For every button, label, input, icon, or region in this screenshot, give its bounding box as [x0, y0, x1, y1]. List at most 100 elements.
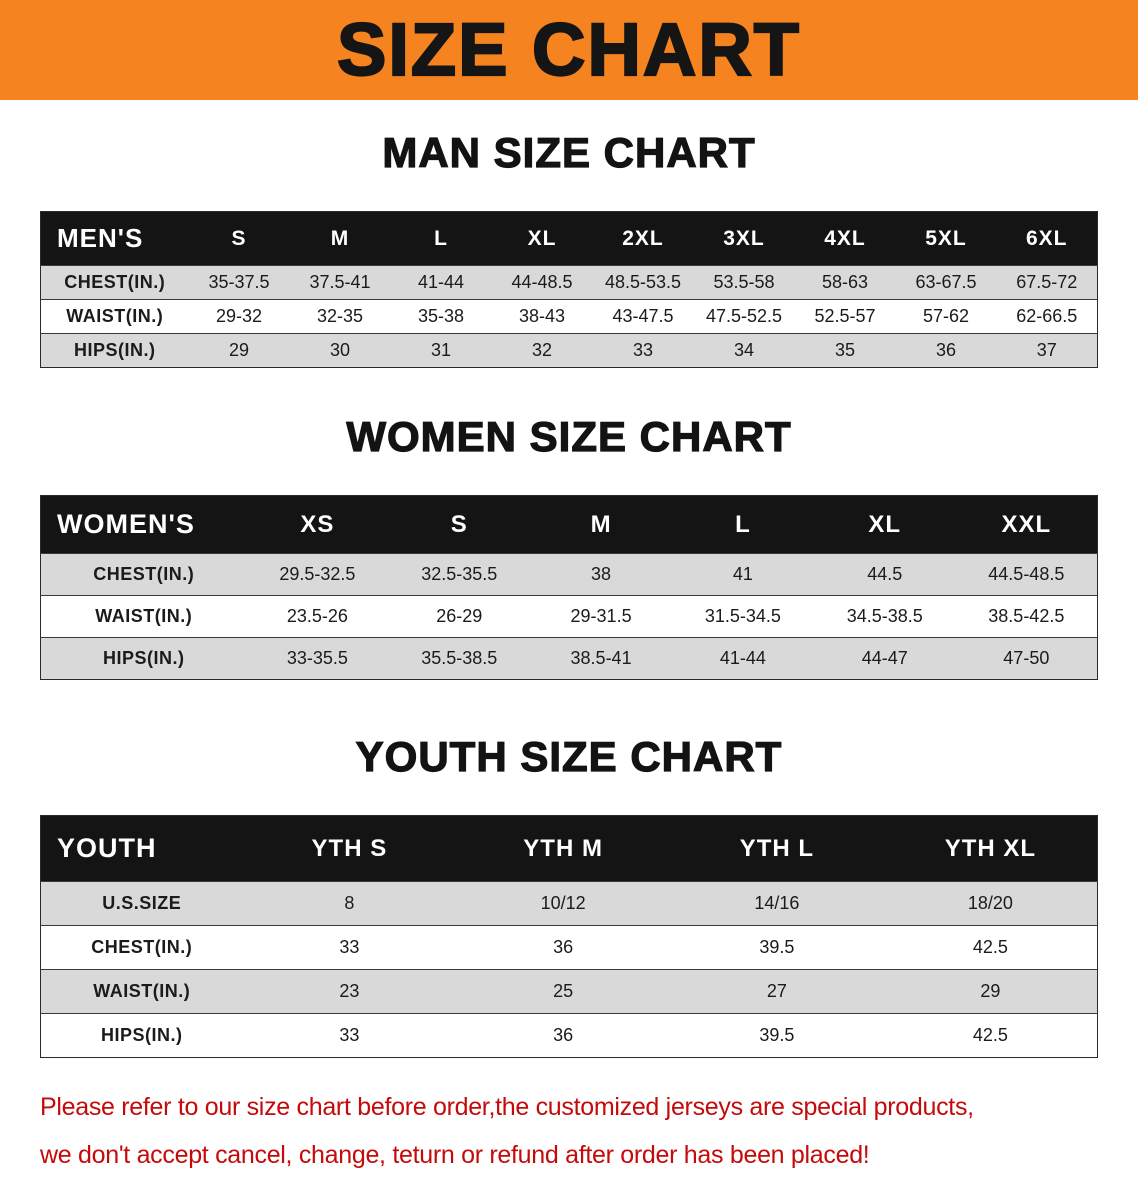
- youth-chest-row: CHEST(IN.) 33 36 39.5 42.5: [40, 925, 1098, 970]
- size-value-cell: 32.5-35.5: [388, 553, 531, 596]
- size-value-cell: 14/16: [670, 881, 884, 926]
- size-value-cell: 29.5-32.5: [246, 553, 389, 596]
- size-value-cell: 38: [530, 553, 672, 596]
- size-value-cell: 47-50: [955, 637, 1098, 680]
- size-value-cell: 52.5-57: [794, 299, 896, 334]
- size-value-cell: 29-31.5: [530, 595, 672, 638]
- size-value-cell: 10/12: [456, 881, 670, 926]
- size-column-header: XS: [246, 495, 389, 554]
- size-value-cell: 58-63: [794, 265, 896, 300]
- size-value-cell: 57-62: [895, 299, 997, 334]
- size-value-cell: 37: [996, 333, 1098, 368]
- size-value-cell: 8: [242, 881, 457, 926]
- size-value-cell: 33: [242, 1013, 457, 1058]
- measurement-row-label: WAIST(IN.): [40, 299, 189, 334]
- women-section-heading: WOMEN SIZE CHART: [346, 413, 792, 461]
- size-value-cell: 41: [671, 553, 814, 596]
- size-value-cell: 44.5-48.5: [955, 553, 1098, 596]
- men-waist-row: WAIST(IN.) 29-32 32-35 35-38 38-43 43-47…: [40, 299, 1098, 334]
- size-value-cell: 31.5-34.5: [671, 595, 814, 638]
- size-column-header: S: [388, 495, 531, 554]
- women-size-table: WOMEN'S XS S M L XL XXL CHEST(IN.) 29.5-…: [40, 495, 1098, 681]
- youth-size-table: YOUTH YTH S YTH M YTH L YTH XL U.S.SIZE …: [40, 815, 1098, 1059]
- size-value-cell: 34: [693, 333, 795, 368]
- men-table-title: MEN'S: [40, 211, 189, 266]
- measurement-row-label: CHEST(IN.): [40, 925, 243, 970]
- size-value-cell: 33-35.5: [246, 637, 389, 680]
- size-value-cell: 44.5: [813, 553, 956, 596]
- size-column-header: YTH M: [456, 815, 670, 882]
- size-value-cell: 41-44: [671, 637, 814, 680]
- size-value-cell: 42.5: [883, 1013, 1098, 1058]
- women-table-title: WOMEN'S: [40, 495, 247, 554]
- size-value-cell: 30: [289, 333, 391, 368]
- size-value-cell: 25: [456, 969, 670, 1014]
- size-value-cell: 47.5-52.5: [693, 299, 795, 334]
- size-value-cell: 18/20: [883, 881, 1098, 926]
- measurement-row-label: WAIST(IN.): [40, 969, 243, 1014]
- size-value-cell: 62-66.5: [996, 299, 1098, 334]
- size-value-cell: 63-67.5: [895, 265, 997, 300]
- men-size-table: MEN'S S M L XL 2XL 3XL 4XL 5XL 6XL CHEST…: [40, 211, 1098, 369]
- size-value-cell: 38.5-41: [530, 637, 672, 680]
- size-value-cell: 43-47.5: [592, 299, 694, 334]
- youth-header-row: YOUTH YTH S YTH M YTH L YTH XL: [40, 815, 1098, 882]
- women-size-section: WOMEN SIZE CHART WOMEN'S XS S M L XL XXL…: [0, 413, 1138, 681]
- youth-ussize-row: U.S.SIZE 8 10/12 14/16 18/20: [40, 881, 1098, 926]
- size-column-header: YTH L: [670, 815, 884, 882]
- size-value-cell: 23: [242, 969, 457, 1014]
- size-value-cell: 53.5-58: [693, 265, 795, 300]
- measurement-row-label: U.S.SIZE: [40, 881, 243, 926]
- size-value-cell: 33: [592, 333, 694, 368]
- men-chest-row: CHEST(IN.) 35-37.5 37.5-41 41-44 44-48.5…: [40, 265, 1098, 300]
- size-value-cell: 39.5: [670, 925, 884, 970]
- size-column-header: XL: [491, 211, 593, 266]
- youth-waist-row: WAIST(IN.) 23 25 27 29: [40, 969, 1098, 1014]
- measurement-row-label: CHEST(IN.): [40, 265, 189, 300]
- size-value-cell: 44-47: [813, 637, 956, 680]
- measurement-row-label: CHEST(IN.): [40, 553, 247, 596]
- youth-size-section: YOUTH SIZE CHART YOUTH YTH S YTH M YTH L…: [0, 733, 1138, 1059]
- size-value-cell: 35-37.5: [188, 265, 290, 300]
- notice-line-1: Please refer to our size chart before or…: [40, 1093, 974, 1122]
- size-column-header: XXL: [955, 495, 1098, 554]
- size-value-cell: 31: [390, 333, 492, 368]
- measurement-row-label: HIPS(IN.): [40, 333, 189, 368]
- size-column-header: 5XL: [895, 211, 997, 266]
- men-hips-row: HIPS(IN.) 29 30 31 32 33 34 35 36 37: [40, 333, 1098, 368]
- size-column-header: M: [289, 211, 391, 266]
- men-header-row: MEN'S S M L XL 2XL 3XL 4XL 5XL 6XL: [40, 211, 1098, 266]
- measurement-row-label: HIPS(IN.): [40, 1013, 243, 1058]
- men-section-heading: MAN SIZE CHART: [382, 129, 756, 177]
- size-value-cell: 67.5-72: [996, 265, 1098, 300]
- size-value-cell: 38.5-42.5: [955, 595, 1098, 638]
- size-value-cell: 23.5-26: [246, 595, 389, 638]
- size-value-cell: 33: [242, 925, 457, 970]
- youth-table-title: YOUTH: [40, 815, 243, 882]
- size-value-cell: 44-48.5: [491, 265, 593, 300]
- banner: SIZE CHART: [0, 0, 1138, 100]
- size-value-cell: 29-32: [188, 299, 290, 334]
- size-column-header: 2XL: [592, 211, 694, 266]
- size-value-cell: 36: [456, 1013, 670, 1058]
- women-chest-row: CHEST(IN.) 29.5-32.5 32.5-35.5 38 41 44.…: [40, 553, 1098, 596]
- size-value-cell: 26-29: [388, 595, 531, 638]
- size-column-header: M: [530, 495, 672, 554]
- size-value-cell: 32-35: [289, 299, 391, 334]
- size-value-cell: 27: [670, 969, 884, 1014]
- size-value-cell: 29: [883, 969, 1098, 1014]
- women-hips-row: HIPS(IN.) 33-35.5 35.5-38.5 38.5-41 41-4…: [40, 637, 1098, 680]
- size-column-header: L: [671, 495, 814, 554]
- size-value-cell: 35: [794, 333, 896, 368]
- men-size-section: MAN SIZE CHART MEN'S S M L XL 2XL 3XL 4X…: [0, 129, 1138, 369]
- page-title: SIZE CHART: [336, 8, 801, 91]
- size-column-header: YTH S: [242, 815, 457, 882]
- youth-section-heading: YOUTH SIZE CHART: [355, 733, 783, 781]
- size-value-cell: 32: [491, 333, 593, 368]
- size-value-cell: 42.5: [883, 925, 1098, 970]
- size-column-header: L: [390, 211, 492, 266]
- measurement-row-label: HIPS(IN.): [40, 637, 247, 680]
- size-value-cell: 37.5-41: [289, 265, 391, 300]
- youth-hips-row: HIPS(IN.) 33 36 39.5 42.5: [40, 1013, 1098, 1058]
- measurement-row-label: WAIST(IN.): [40, 595, 247, 638]
